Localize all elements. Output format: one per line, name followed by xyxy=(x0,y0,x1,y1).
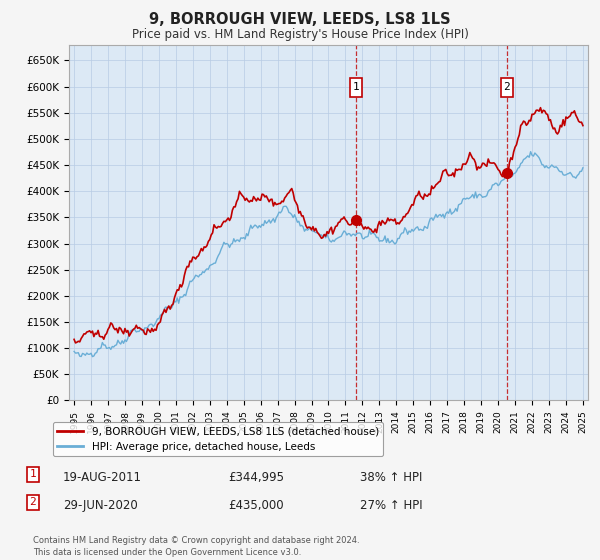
Text: 29-JUN-2020: 29-JUN-2020 xyxy=(63,498,138,512)
Text: 2: 2 xyxy=(503,82,510,92)
Text: Price paid vs. HM Land Registry's House Price Index (HPI): Price paid vs. HM Land Registry's House … xyxy=(131,28,469,41)
Text: 27% ↑ HPI: 27% ↑ HPI xyxy=(360,498,422,512)
Text: Contains HM Land Registry data © Crown copyright and database right 2024.
This d: Contains HM Land Registry data © Crown c… xyxy=(33,536,359,557)
Text: £435,000: £435,000 xyxy=(228,498,284,512)
Text: 1: 1 xyxy=(29,469,37,479)
Text: 19-AUG-2011: 19-AUG-2011 xyxy=(63,470,142,484)
Text: 1: 1 xyxy=(353,82,359,92)
Text: £344,995: £344,995 xyxy=(228,470,284,484)
FancyBboxPatch shape xyxy=(350,78,362,97)
Text: 2: 2 xyxy=(29,497,37,507)
Legend: 9, BORROUGH VIEW, LEEDS, LS8 1LS (detached house), HPI: Average price, detached : 9, BORROUGH VIEW, LEEDS, LS8 1LS (detach… xyxy=(53,422,383,456)
Text: 38% ↑ HPI: 38% ↑ HPI xyxy=(360,470,422,484)
Text: 9, BORROUGH VIEW, LEEDS, LS8 1LS: 9, BORROUGH VIEW, LEEDS, LS8 1LS xyxy=(149,12,451,27)
FancyBboxPatch shape xyxy=(500,78,512,97)
